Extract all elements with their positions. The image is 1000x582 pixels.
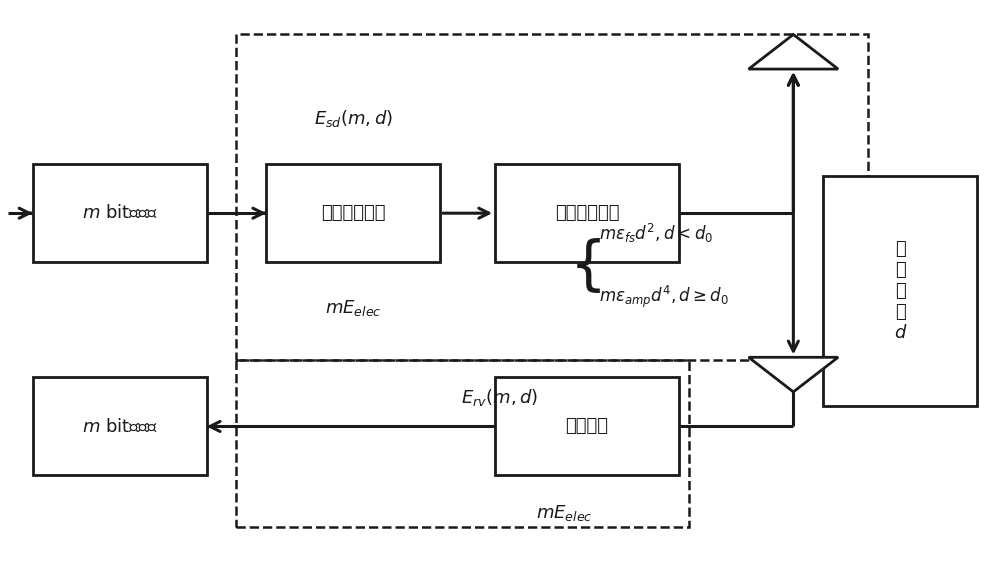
FancyBboxPatch shape bbox=[495, 164, 679, 262]
FancyBboxPatch shape bbox=[823, 176, 977, 406]
Text: $E_{sd}(m,d)$: $E_{sd}(m,d)$ bbox=[314, 108, 393, 129]
Text: $m$ bit的数据: $m$ bit的数据 bbox=[82, 204, 158, 222]
FancyBboxPatch shape bbox=[33, 164, 207, 262]
Text: 传
输
距
离
$d$: 传 输 距 离 $d$ bbox=[894, 240, 907, 342]
Text: 接收电路: 接收电路 bbox=[566, 417, 609, 435]
Text: $m\varepsilon_{amp}d^4,d\geq d_0$: $m\varepsilon_{amp}d^4,d\geq d_0$ bbox=[599, 283, 729, 310]
Polygon shape bbox=[749, 357, 838, 392]
Text: $m\varepsilon_{fs}d^2,d<d_0$: $m\varepsilon_{fs}d^2,d<d_0$ bbox=[599, 222, 714, 245]
Text: $E_{rv}(m,d)$: $E_{rv}(m,d)$ bbox=[461, 387, 539, 408]
Text: $mE_{elec}$: $mE_{elec}$ bbox=[536, 503, 593, 523]
FancyBboxPatch shape bbox=[266, 164, 440, 262]
Text: 功率放大电路: 功率放大电路 bbox=[555, 204, 619, 222]
FancyBboxPatch shape bbox=[495, 378, 679, 475]
Text: $mE_{elec}$: $mE_{elec}$ bbox=[325, 299, 382, 318]
FancyBboxPatch shape bbox=[33, 378, 207, 475]
Text: 发送数据电路: 发送数据电路 bbox=[321, 204, 386, 222]
Text: $m$ bit的数据: $m$ bit的数据 bbox=[82, 417, 158, 435]
Polygon shape bbox=[749, 34, 838, 69]
Text: $\{$: $\{$ bbox=[569, 236, 600, 294]
